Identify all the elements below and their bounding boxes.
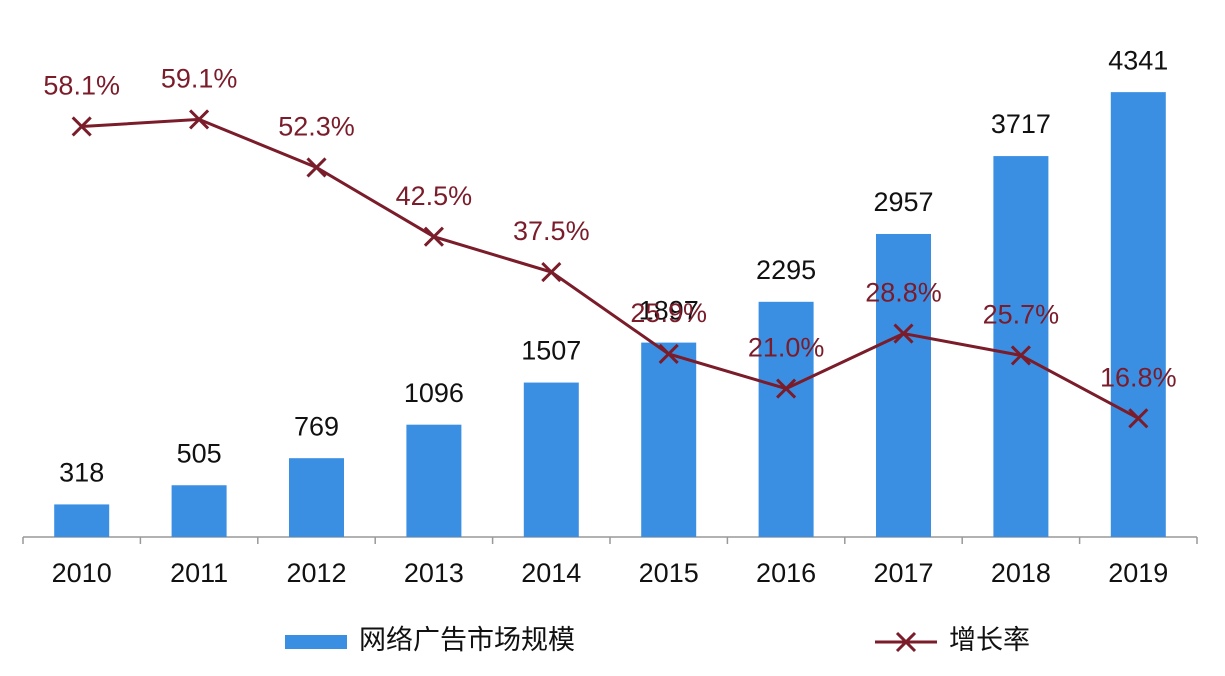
x-tick-label: 2010 <box>52 558 112 588</box>
bar <box>523 382 579 537</box>
bar <box>641 342 697 537</box>
marker-stroke <box>893 323 914 344</box>
bar <box>54 504 110 537</box>
x-tick-label: 2019 <box>1108 558 1168 588</box>
bar-value-label: 4341 <box>1108 45 1168 75</box>
x-tick-label: 2017 <box>873 558 933 588</box>
bar <box>289 458 344 537</box>
line-marker <box>1128 408 1149 429</box>
line-value-label: 25.7% <box>983 300 1060 330</box>
bar-value-label: 2957 <box>873 187 933 217</box>
x-tick-label: 2016 <box>756 558 816 588</box>
x-tick-label: 2015 <box>639 558 699 588</box>
marker-stroke <box>1010 345 1031 366</box>
line-marker <box>1010 345 1031 366</box>
line-value-label: 16.8% <box>1100 362 1177 392</box>
line-marker <box>658 343 679 365</box>
bar <box>993 156 1049 537</box>
bar <box>1110 92 1166 537</box>
line-marker <box>71 116 92 137</box>
line-marker <box>423 226 444 247</box>
line-marker <box>776 378 797 399</box>
bar-value-label: 1507 <box>521 336 581 366</box>
legend-swatch <box>285 635 347 649</box>
bar-value-label: 1897 <box>639 296 699 326</box>
x-tick-label: 2014 <box>521 558 581 588</box>
legend-swatch <box>895 631 917 653</box>
marker-stroke <box>1128 408 1149 429</box>
bar-value-label: 2295 <box>756 255 816 285</box>
x-tick-label: 2013 <box>404 558 464 588</box>
line-value-label: 37.5% <box>513 216 590 246</box>
marker-stroke <box>306 157 327 178</box>
bar <box>171 485 227 537</box>
line-marker <box>189 109 210 130</box>
marker-stroke <box>776 378 797 399</box>
growth-line <box>81 117 1140 420</box>
line-value-label: 21.0% <box>748 333 825 363</box>
marker-stroke <box>541 261 562 283</box>
line-value-label: 58.1% <box>43 71 120 101</box>
line-marker <box>541 261 562 283</box>
bar-value-label: 769 <box>294 411 339 441</box>
line-value-label: 42.5% <box>396 181 473 211</box>
legend-label: 网络广告市场规模 <box>359 625 575 655</box>
bar <box>758 301 814 537</box>
line-value-label: 59.1% <box>161 64 238 94</box>
bar-value-label: 3717 <box>991 109 1051 139</box>
line-value-label: 52.3% <box>278 112 355 142</box>
bar <box>876 233 931 537</box>
line-marker <box>893 323 914 344</box>
line-value-label: 25.9% <box>630 298 707 328</box>
marker-stroke <box>189 109 210 130</box>
bar-value-label: 1096 <box>404 378 464 408</box>
line-value-label: 28.8% <box>865 278 942 308</box>
line-marker <box>306 157 327 178</box>
marker-stroke <box>658 343 679 365</box>
bar <box>406 424 462 537</box>
bar-value-label: 505 <box>177 438 222 468</box>
marker-stroke <box>423 226 444 247</box>
legend-label: 增长率 <box>949 625 1030 655</box>
bar-value-label: 318 <box>59 458 104 488</box>
x-tick-label: 2011 <box>170 558 228 588</box>
marker-stroke <box>71 116 92 137</box>
x-tick-label: 2012 <box>286 558 346 588</box>
x-tick-label: 2018 <box>991 558 1051 588</box>
